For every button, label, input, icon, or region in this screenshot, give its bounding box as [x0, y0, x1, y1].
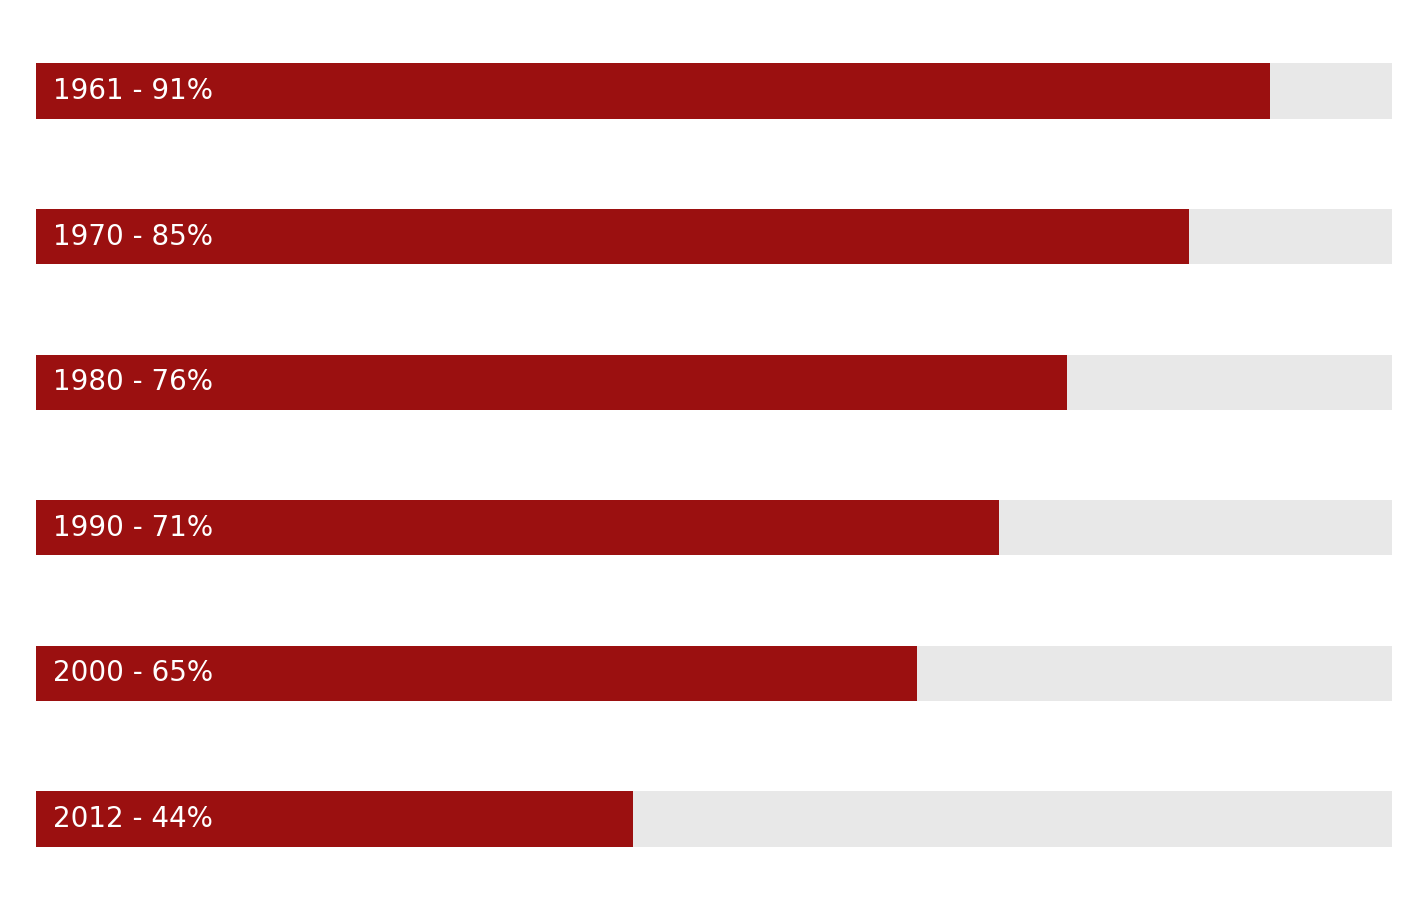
Text: 2012 - 44%: 2012 - 44% [53, 805, 213, 833]
FancyBboxPatch shape [36, 355, 1392, 410]
FancyBboxPatch shape [36, 792, 633, 846]
Text: 1990 - 71%: 1990 - 71% [53, 514, 213, 541]
Text: 1961 - 91%: 1961 - 91% [53, 77, 213, 105]
Text: 1970 - 85%: 1970 - 85% [53, 223, 213, 250]
FancyBboxPatch shape [36, 646, 1392, 701]
FancyBboxPatch shape [36, 501, 1392, 555]
FancyBboxPatch shape [36, 792, 1392, 846]
FancyBboxPatch shape [36, 501, 1000, 555]
FancyBboxPatch shape [36, 355, 1067, 410]
FancyBboxPatch shape [36, 64, 1271, 118]
FancyBboxPatch shape [36, 64, 1392, 118]
FancyBboxPatch shape [36, 209, 1188, 264]
Text: 1980 - 76%: 1980 - 76% [53, 369, 213, 396]
FancyBboxPatch shape [36, 209, 1392, 264]
FancyBboxPatch shape [36, 646, 917, 701]
Text: 2000 - 65%: 2000 - 65% [53, 660, 213, 687]
